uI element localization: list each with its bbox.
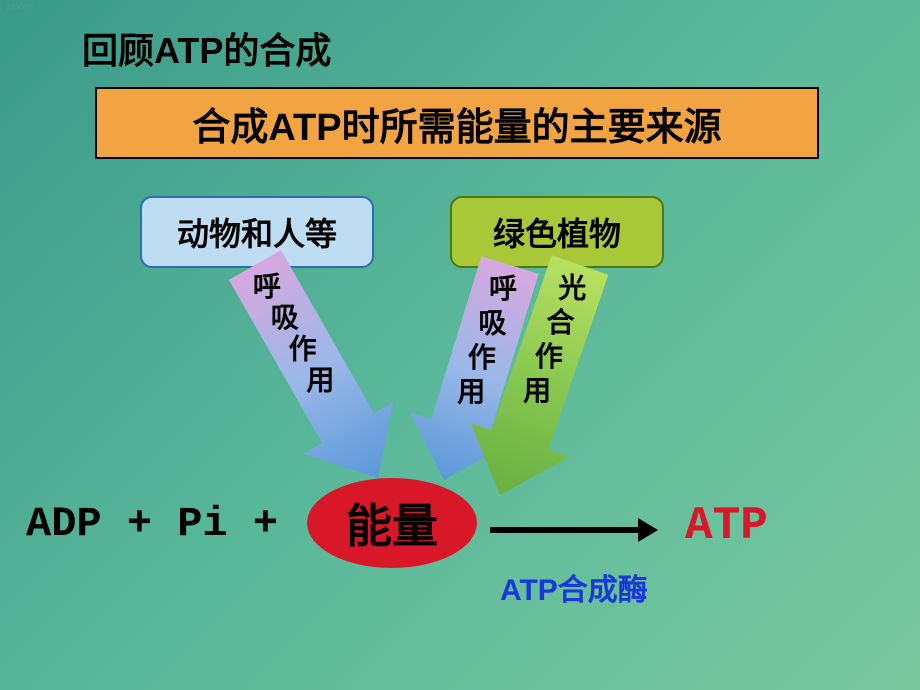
- atp-label: ATP: [685, 500, 768, 552]
- arrow-a2-char: 呼: [489, 273, 517, 304]
- box-animals-label: 动物和人等: [177, 209, 337, 255]
- energy-label: 能量: [346, 490, 438, 556]
- arrow-a3: [471, 255, 609, 495]
- arrow-a1-char: 作: [289, 333, 317, 364]
- box-plants: 绿色植物: [450, 196, 664, 268]
- arrow-a2: [410, 256, 538, 480]
- box-animals: 动物和人等: [140, 196, 374, 268]
- arrow-a1-char: 用: [306, 365, 334, 396]
- energy-ellipse: 能量: [307, 478, 477, 568]
- arrow-a2-char: 吸: [478, 307, 506, 338]
- arrow-a3-char: 用: [523, 375, 551, 406]
- arrow-a2-char: 用: [457, 376, 485, 407]
- box-plants-label: 绿色植物: [493, 209, 621, 255]
- arrow-a2-char: 作: [468, 342, 496, 373]
- watermark: zxxkw: [6, 2, 33, 13]
- banner-box: 合成ATP时所需能量的主要来源: [95, 87, 819, 159]
- banner-text: 合成ATP时所需能量的主要来源: [192, 96, 721, 151]
- arrow-a3-char: 作: [535, 341, 563, 372]
- arrow-a1: [229, 250, 393, 478]
- enzyme-label: ATP合成酶: [500, 565, 648, 609]
- equation-left: ADP + Pi +: [26, 500, 278, 548]
- arrow-a1-char: 吸: [271, 302, 299, 333]
- arrow-a3-char: 合: [547, 306, 576, 338]
- arrow-a3-char: 光: [557, 273, 586, 304]
- slide-title: 回顾ATP的合成: [82, 22, 331, 74]
- reaction-arrow-head: [638, 518, 658, 542]
- arrow-a1-char: 呼: [253, 271, 281, 302]
